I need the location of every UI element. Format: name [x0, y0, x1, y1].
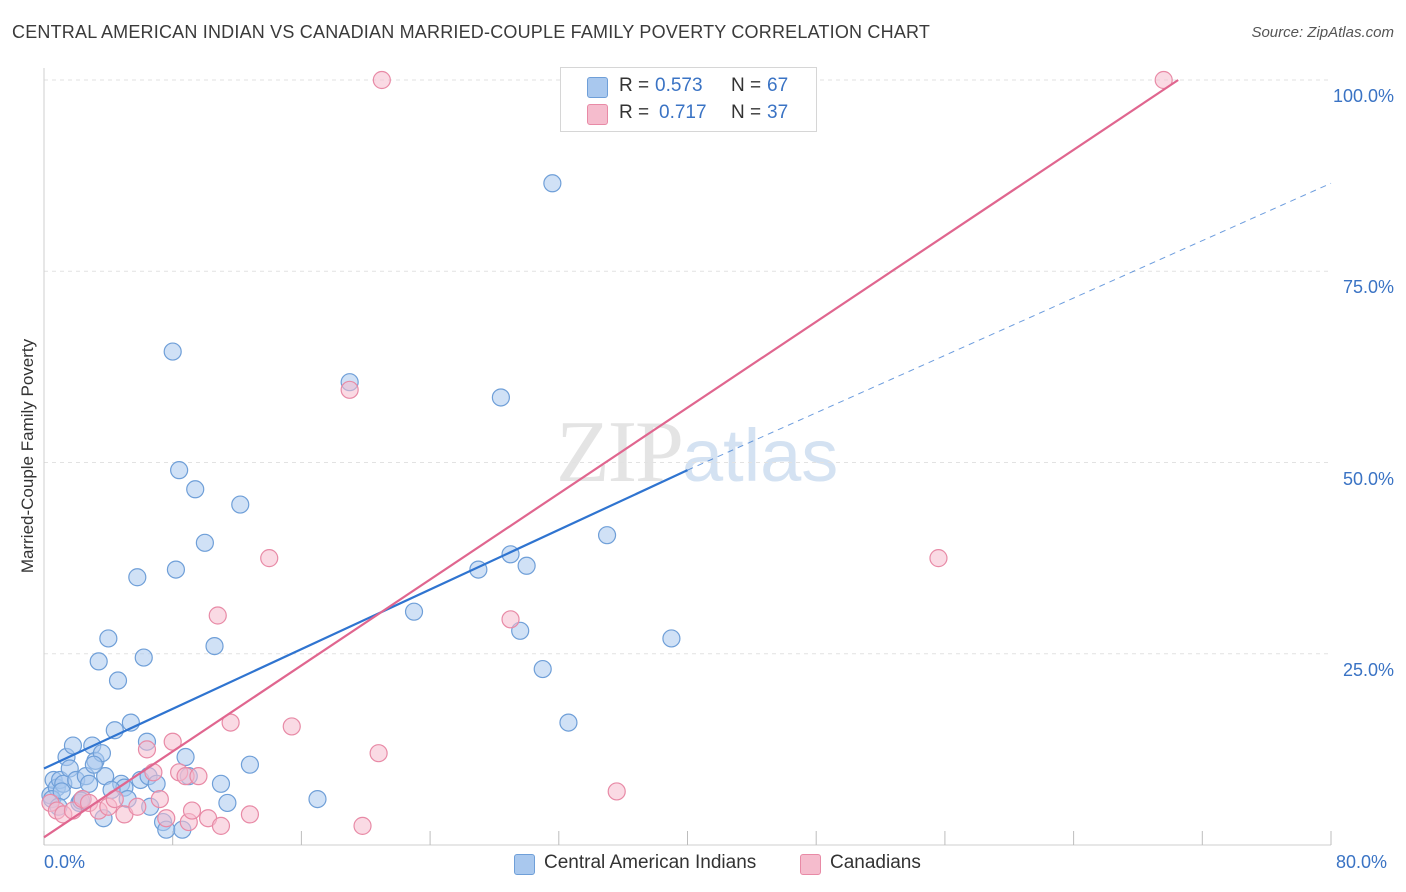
- correlation-legend: R = 0.573 N = 67 R = 0.717 N = 37: [560, 67, 817, 132]
- legend-n-label: N =: [731, 102, 762, 123]
- watermark-atlas: atlas: [682, 414, 839, 497]
- y-tick-label: 50.0%: [1342, 468, 1394, 489]
- chart-title: CENTRAL AMERICAN INDIAN VS CANADIAN MARR…: [12, 22, 931, 42]
- legend-r-label: R =: [619, 102, 650, 123]
- data-point-canadians: [137, 740, 157, 759]
- data-point-central-american-indians: [128, 568, 147, 587]
- data-point-central-american-indians: [491, 388, 510, 407]
- legend-swatch-pink: [587, 104, 608, 125]
- data-point-canadians: [369, 744, 388, 763]
- data-point-central-american-indians: [404, 602, 424, 621]
- data-point-canadians: [157, 809, 176, 828]
- data-point-canadians: [189, 767, 208, 786]
- data-point-central-american-indians: [597, 526, 617, 545]
- trendline-extension-central-american-indians: [687, 182, 1332, 471]
- data-point-central-american-indians: [308, 789, 327, 809]
- bottom-legend-label: Canadians: [830, 852, 921, 873]
- data-point-central-american-indians: [231, 495, 250, 514]
- data-point-canadians: [221, 713, 240, 732]
- data-point-central-american-indians: [163, 342, 182, 361]
- axes: [43, 68, 1332, 846]
- legend-r-label: R =: [619, 75, 650, 96]
- data-point-central-american-indians: [79, 774, 99, 793]
- data-point-central-american-indians: [99, 629, 118, 648]
- source-label: Source: ZipAtlas.com: [1251, 24, 1394, 41]
- data-point-central-american-indians: [218, 793, 237, 813]
- data-point-canadians: [128, 797, 147, 816]
- legend-swatch-blue: [587, 77, 608, 98]
- data-point-central-american-indians: [170, 461, 189, 480]
- y-tick-label: 100.0%: [1332, 86, 1394, 106]
- data-point-central-american-indians: [543, 174, 562, 193]
- series-central-american-indians: [41, 174, 681, 839]
- data-point-central-american-indians: [166, 560, 186, 579]
- data-point-central-american-indians: [211, 774, 231, 793]
- data-point-canadians: [144, 763, 163, 782]
- data-point-central-american-indians: [533, 659, 552, 679]
- legend-r-value: 0.717: [659, 102, 707, 123]
- data-point-central-american-indians: [84, 755, 103, 774]
- legend-n-label: N =: [731, 75, 762, 96]
- x-tick-label-max: 80.0%: [1336, 852, 1388, 872]
- data-point-canadians: [607, 782, 626, 801]
- data-point-canadians: [353, 816, 372, 835]
- legend-n-value: 67: [767, 75, 789, 96]
- bottom-legend-swatch-blue: [514, 854, 535, 875]
- bottom-legend-label: Central American Indians: [544, 852, 757, 873]
- x-tick-label-min: 0.0%: [44, 852, 86, 872]
- data-point-central-american-indians: [108, 671, 128, 690]
- trendline-canadians: [43, 79, 1179, 839]
- trend-lines: [43, 79, 1332, 839]
- data-point-central-american-indians: [195, 533, 214, 552]
- data-point-canadians: [182, 801, 202, 820]
- series-canadians: [41, 70, 1173, 835]
- data-point-canadians: [929, 549, 948, 568]
- watermark: ZIPatlas: [556, 402, 838, 503]
- data-point-canadians: [240, 805, 260, 824]
- data-point-central-american-indians: [186, 480, 205, 499]
- data-point-canadians: [208, 606, 227, 625]
- data-point-canadians: [260, 549, 279, 568]
- legend-n-value: 37: [767, 102, 789, 123]
- trendline-central-american-indians: [43, 469, 688, 770]
- bottom-legend-swatch-pink: [800, 854, 821, 875]
- data-point-central-american-indians: [134, 648, 153, 667]
- data-point-central-american-indians: [176, 747, 195, 767]
- y-tick-label: 75.0%: [1342, 277, 1394, 298]
- data-point-canadians: [340, 380, 359, 399]
- data-point-canadians: [282, 717, 301, 736]
- data-point-canadians: [372, 70, 391, 90]
- data-point-central-american-indians: [89, 652, 108, 671]
- data-point-canadians: [501, 610, 520, 629]
- data-point-canadians: [211, 816, 231, 835]
- data-point-canadians: [150, 789, 169, 809]
- data-point-central-american-indians: [559, 713, 578, 732]
- data-point-central-american-indians: [205, 636, 224, 656]
- gridlines: [44, 79, 1331, 655]
- legend-r-value: 0.573: [655, 75, 703, 96]
- data-point-central-american-indians: [662, 629, 681, 648]
- data-point-central-american-indians: [517, 556, 536, 575]
- y-tick-label: 25.0%: [1342, 659, 1394, 680]
- data-point-central-american-indians: [240, 755, 260, 774]
